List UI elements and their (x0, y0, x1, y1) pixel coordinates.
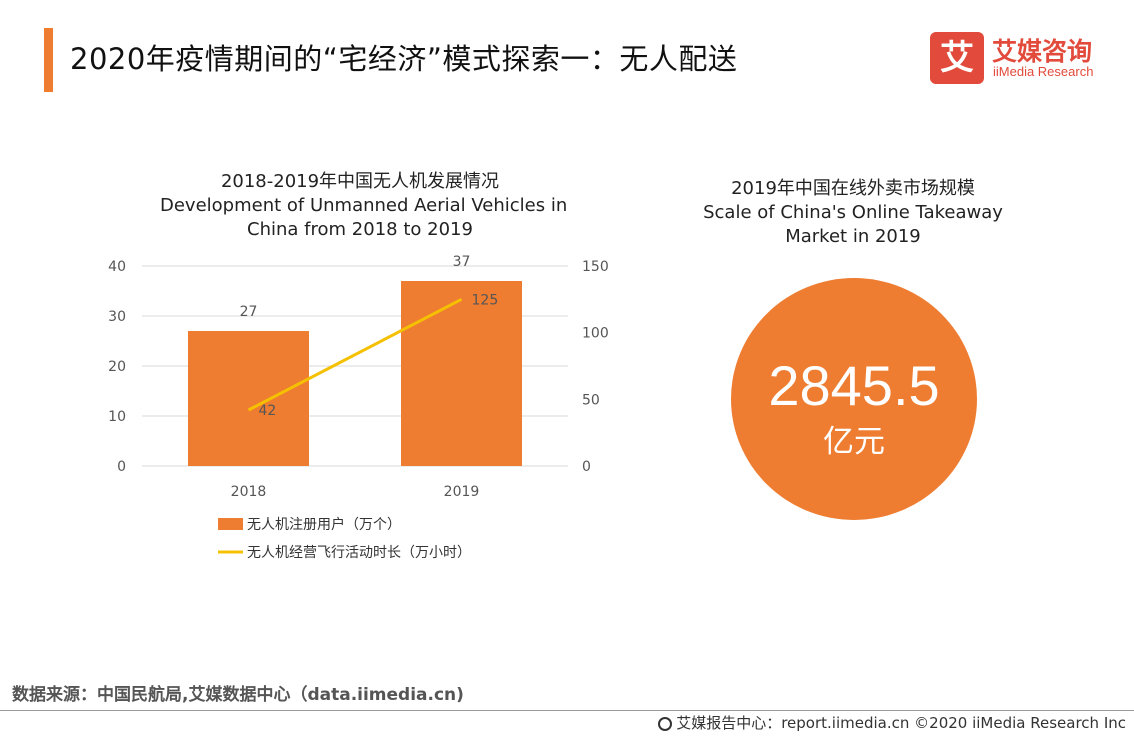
brand-logo[interactable]: 艾 艾媒咨询 iiMedia Research (930, 30, 1120, 86)
y-left-tick-label: 40 (108, 259, 126, 275)
market-size-circle: 2845.5 亿元 (731, 278, 977, 520)
footer: 艾媒报告中心：report.iimedia.cn ©2020 iiMedia R… (658, 712, 1126, 733)
market-title-en-line2: Market in 2019 (785, 226, 921, 247)
logo-mark-icon: 艾 (930, 32, 984, 84)
footer-divider (0, 710, 1134, 711)
logo-name-en: iiMedia Research (993, 64, 1094, 79)
footer-text: 艾媒报告中心：report.iimedia.cn ©2020 iiMedia R… (676, 714, 1126, 732)
x-tick-label: 2018 (231, 484, 267, 500)
y-left-tick-label: 30 (108, 309, 126, 325)
chart-subtitle-line2: China from 2018 to 2019 (247, 219, 473, 240)
y-right-tick-label: 100 (582, 326, 609, 342)
market-title-cn: 2019年中国在线外卖市场规模 (731, 178, 975, 199)
bar-value-label: 37 (453, 254, 471, 270)
chart-title-block: 2018-2019年中国无人机发展情况 Development of Unman… (160, 170, 568, 242)
line-value-label: 125 (472, 292, 499, 308)
chart-title: 2018-2019年中国无人机发展情况 (220, 171, 500, 192)
bar-2018 (188, 331, 309, 466)
chart-subtitle-line1: Development of Unmanned Aerial Vehicles … (160, 195, 568, 216)
y-left-tick-label: 10 (108, 409, 126, 425)
market-size-value: 2845.5 (768, 354, 940, 417)
y-right-tick-label: 0 (582, 459, 591, 475)
y-right-tick-label: 150 (582, 259, 609, 275)
data-source: 数据来源：中国民航局,艾媒数据中心（data.iimedia.cn) (12, 685, 464, 705)
market-title-block: 2019年中国在线外卖市场规模 Scale of China's Online … (653, 177, 1053, 249)
logo-name-cn: 艾媒咨询 (992, 37, 1093, 66)
legend-label-bar: 无人机注册用户（万个） (247, 516, 401, 533)
page-title: 2020年疫情期间的“宅经济”模式探索一：无人配送 (70, 42, 738, 76)
y-left-tick-label: 0 (117, 459, 126, 475)
bar-value-label: 27 (240, 304, 258, 320)
globe-icon (658, 717, 673, 731)
market-title-en-line1: Scale of China's Online Takeaway (703, 202, 1003, 223)
legend-swatch-bar (218, 518, 243, 530)
y-right-tick-label: 50 (582, 392, 600, 408)
x-tick-label: 2019 (444, 484, 480, 500)
title-accent-bar (44, 28, 53, 92)
line-value-label: 42 (259, 403, 277, 419)
bar-2019 (401, 281, 522, 466)
line-series (247, 298, 463, 412)
legend-label-line: 无人机经营飞行活动时长（万小时） (247, 545, 471, 561)
market-size-unit: 亿元 (823, 424, 885, 460)
y-left-tick-label: 20 (108, 359, 126, 375)
